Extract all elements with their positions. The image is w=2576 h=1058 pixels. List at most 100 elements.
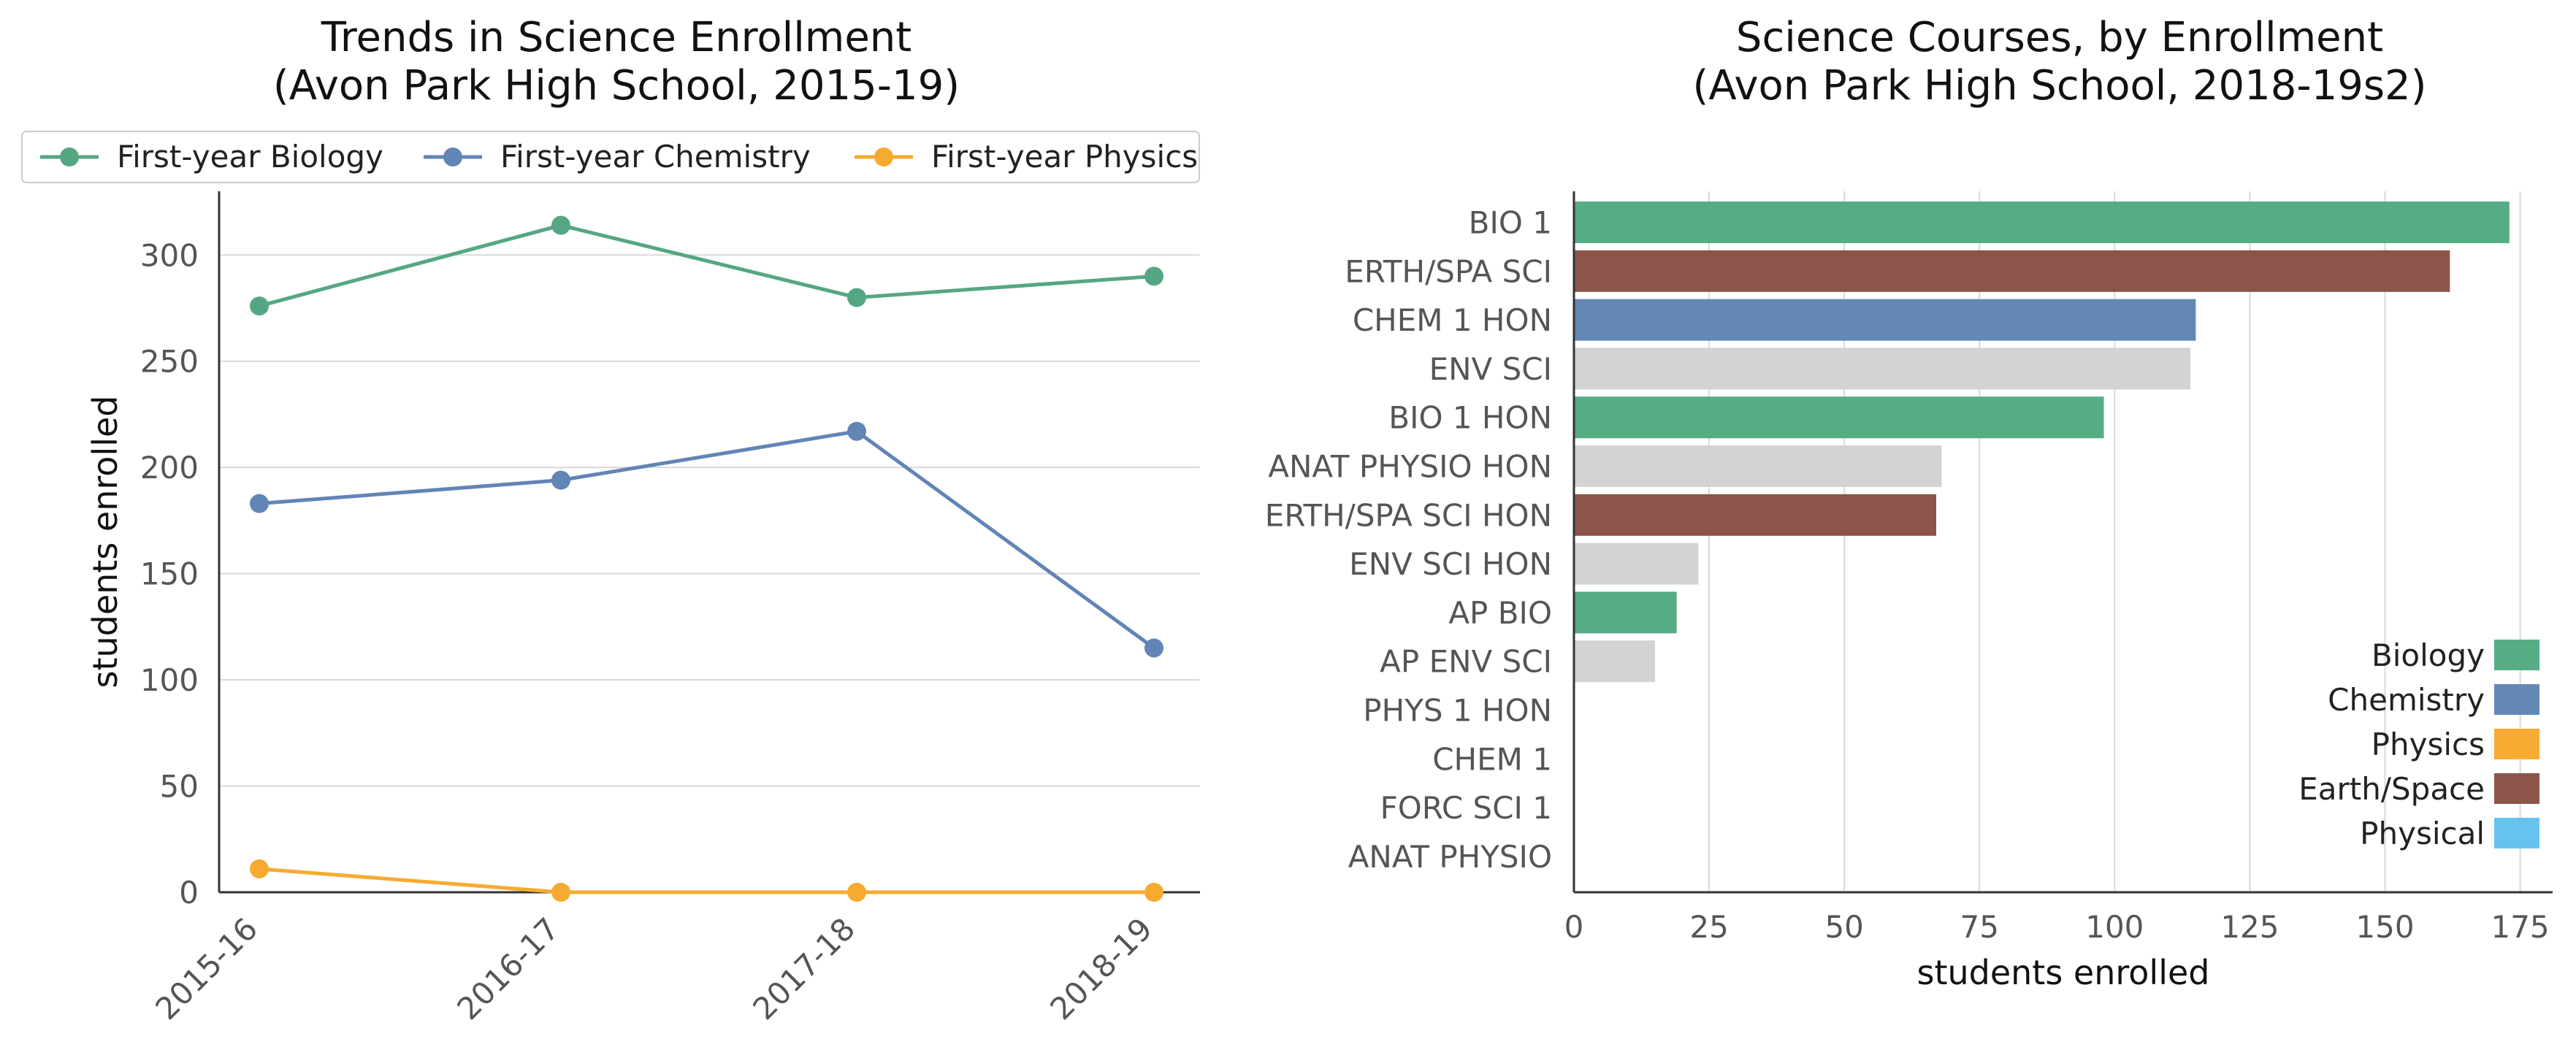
- category-label: FORC SCI 1: [1380, 790, 1552, 826]
- bar-bio-1: [1574, 202, 2510, 243]
- bar-chart-title: Science Courses, by Enrollment (Avon Park…: [1692, 14, 2426, 110]
- title-line: Trends in Science Enrollment: [321, 14, 911, 61]
- bar-env-sci: [1574, 348, 2190, 390]
- bar-anat-physio-hon: [1574, 445, 1942, 487]
- category-label: CHEM 1 HON: [1353, 302, 1552, 338]
- category-label: BIO 1: [1469, 205, 1552, 241]
- category-label: BIO 1 HON: [1388, 400, 1552, 436]
- x-tick-label: 2015-16: [148, 911, 264, 1027]
- legend-entry-biology: Biology: [2371, 637, 2539, 673]
- title-line: Science Courses, by Enrollment: [1736, 14, 2383, 61]
- x-tick-label: 175: [2491, 909, 2549, 945]
- x-tick-label: 50: [1824, 909, 1863, 945]
- legend-label: Biology: [2371, 637, 2485, 673]
- bar-env-sci-hon: [1574, 543, 1699, 585]
- title-line: (Avon Park High School, 2018-19s2): [1692, 62, 2426, 110]
- bar-chart: Science Courses, by Enrollment (Avon Park…: [1265, 14, 2553, 992]
- bar-chart-bars: [1574, 202, 2510, 683]
- line-chart-y-tick-labels: 0 50 100 150 200 250 300: [140, 237, 199, 911]
- category-label: ANAT PHYSIO HON: [1268, 449, 1552, 485]
- legend-swatch: [2494, 818, 2539, 848]
- legend-marker: [874, 147, 893, 166]
- legend-label: Physics: [2371, 727, 2485, 762]
- line-chart-x-tick-labels: 2015-16 2016-17 2017-18 2018-19: [148, 911, 1159, 1027]
- data-point: [847, 288, 866, 307]
- data-point: [847, 883, 866, 902]
- line-chart: Trends in Science Enrollment (Avon Park H…: [21, 14, 1200, 1027]
- line-chart-legend: First-year Biology First-year Chemistry Fi…: [21, 131, 1200, 183]
- legend-entry-first-year-physics: First-year Physics: [855, 139, 1198, 175]
- data-point: [551, 470, 570, 490]
- legend-entry-physics: Physics: [2371, 727, 2539, 762]
- legend-marker: [60, 147, 79, 166]
- data-point: [551, 883, 570, 902]
- legend-label: Physical: [2360, 816, 2485, 851]
- series-line: [259, 223, 1155, 308]
- line-chart-gridlines: [219, 254, 1200, 787]
- series-first-year-physics: [250, 859, 1163, 902]
- y-tick-label: 150: [140, 556, 199, 592]
- category-label: ERTH/SPA SCI: [1345, 253, 1552, 289]
- data-point: [1144, 883, 1163, 902]
- data-point: [250, 296, 269, 316]
- bar-chart-x-tick-labels: 0 25 50 75 100 125 150 175: [1564, 909, 2550, 945]
- bar-erth-spa-sci: [1574, 250, 2450, 292]
- y-tick-label: 300: [140, 237, 199, 273]
- y-tick-label: 0: [179, 875, 199, 911]
- y-tick-label: 250: [140, 344, 199, 380]
- data-point: [551, 215, 570, 235]
- title-line: (Avon Park High School, 2015-19): [273, 62, 960, 110]
- bar-ap-env-sci: [1574, 640, 1656, 683]
- x-tick-label: 100: [2085, 909, 2144, 945]
- category-label: ERTH/SPA SCI HON: [1265, 497, 1552, 533]
- category-label: AP ENV SCI: [1380, 644, 1552, 680]
- x-tick-label: 125: [2220, 909, 2279, 945]
- legend-swatch: [2494, 729, 2539, 759]
- legend-entry-first-year-biology: First-year Biology: [40, 139, 383, 175]
- category-label: ANAT PHYSIO: [1348, 839, 1552, 875]
- x-tick-label: 2018-19: [1043, 911, 1159, 1027]
- series-first-year-biology: [250, 215, 1163, 316]
- y-tick-label: 100: [140, 662, 199, 698]
- legend-swatch: [2494, 773, 2539, 804]
- x-tick-label: 0: [1564, 909, 1584, 945]
- y-tick-label: 50: [160, 769, 199, 805]
- legend-label: First-year Biology: [117, 139, 383, 175]
- series-line: [259, 867, 1154, 894]
- line-chart-legend-box: [21, 131, 1200, 183]
- x-tick-label: 150: [2355, 909, 2414, 945]
- line-chart-title: Trends in Science Enrollment (Avon Park H…: [273, 14, 960, 110]
- legend-entry-chemistry: Chemistry: [2328, 682, 2539, 718]
- category-label: PHYS 1 HON: [1363, 693, 1552, 729]
- legend-label: Earth/Space: [2298, 771, 2485, 807]
- legend-swatch: [2494, 684, 2539, 715]
- bar-chem-1-hon: [1574, 299, 2196, 341]
- data-point: [250, 494, 269, 513]
- legend-marker: [443, 147, 462, 166]
- category-label: ENV SCI: [1429, 351, 1552, 387]
- series-line: [259, 429, 1155, 650]
- x-tick-label: 2017-18: [746, 911, 862, 1027]
- series-first-year-chemistry: [250, 421, 1163, 658]
- legend-entry-first-year-chemistry: First-year Chemistry: [424, 139, 811, 175]
- data-point: [250, 859, 269, 878]
- x-tick-label: 2016-17: [450, 911, 566, 1027]
- bar-chart-category-labels: BIO 1 ERTH/SPA SCI CHEM 1 HON ENV SCI BIO 1 …: [1265, 205, 1552, 875]
- bar-ap-bio: [1574, 591, 1677, 634]
- legend-entry-physical: Physical: [2360, 816, 2539, 851]
- x-tick-label: 25: [1689, 909, 1728, 945]
- bar-bio-1-hon: [1574, 396, 2104, 439]
- data-point: [1144, 638, 1163, 658]
- bar-erth-spa-sci-hon: [1574, 494, 1937, 536]
- x-tick-label: 75: [1960, 909, 1999, 945]
- data-point: [847, 421, 866, 441]
- bar-chart-x-axis-label: students enrolled: [1917, 953, 2210, 992]
- bar-chart-legend: Biology Chemistry Physics Earth/Space Physic…: [2298, 637, 2539, 851]
- legend-label: First-year Physics: [931, 139, 1198, 175]
- line-chart-series: [250, 215, 1163, 902]
- legend-label: First-year Chemistry: [500, 139, 811, 175]
- data-point: [1144, 267, 1163, 286]
- y-tick-label: 200: [140, 450, 199, 486]
